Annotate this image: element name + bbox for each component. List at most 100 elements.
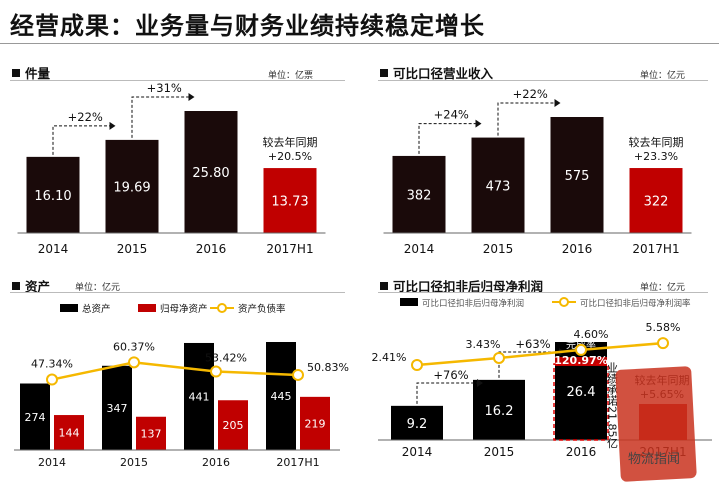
legend-total-assets-swatch — [60, 304, 78, 312]
data-label-2016: 575 — [565, 169, 590, 184]
title-divider — [0, 43, 719, 44]
bar-total-assets-2017H1 — [266, 342, 296, 450]
square-bullet-icon — [12, 282, 20, 290]
bar-profit-2014 — [391, 405, 443, 440]
data-label-profit-2016: 26.4 — [567, 385, 596, 400]
bar-2014 — [26, 156, 80, 233]
x-tick-label-2017H1: 2017H1 — [276, 456, 319, 469]
margin-marker-2016 — [575, 343, 587, 356]
panel-title-volume-text: 件量 — [25, 66, 51, 81]
data-label-total-assets-2014: 274 — [25, 411, 46, 424]
panel-title-profit-text: 可比口径扣非后归母净利润 — [393, 279, 544, 294]
completion-band — [555, 357, 607, 366]
debt-ratio-label-2014: 47.34% — [31, 358, 73, 371]
bar-total-assets-2014 — [20, 383, 50, 450]
growth-arrow-2014-2015 — [52, 125, 110, 155]
bar-2015 — [105, 139, 159, 233]
yoy-note-line2: +23.3% — [634, 150, 678, 163]
yoy-note-line2: +20.5% — [268, 150, 312, 163]
completion-value-label: 120.97% — [554, 354, 607, 367]
x-tick-label-2014: 2014 — [404, 242, 435, 256]
watermark-text: 物流指闻 — [628, 452, 681, 467]
data-label-2016: 25.80 — [192, 166, 229, 181]
yoy-note-line1: 较去年同期 — [629, 135, 684, 149]
bar-2017H1 — [263, 168, 317, 233]
growth-label-2015-2016: +63% — [515, 337, 550, 351]
growth-arrow-2015-2016 — [131, 96, 189, 138]
x-tick-label-2017H1: 2017H1 — [266, 242, 313, 256]
legend-net-assets-label: 归母净资产 — [160, 303, 208, 315]
data-label-net-assets-2014: 144 — [59, 427, 80, 440]
bar-net-assets-2014 — [54, 415, 84, 450]
arrow-head-icon — [475, 119, 482, 128]
margin-marker-2015 — [493, 351, 505, 364]
bar-2017H1 — [629, 168, 683, 233]
square-bullet-icon — [380, 282, 388, 290]
growth-label-2014-2015: +24% — [434, 108, 469, 122]
arrow-head-icon — [109, 121, 116, 130]
panel-title-revenue: 可比口径营业收入 — [380, 63, 493, 82]
yoy-note-line1: 较去年同期 — [263, 135, 318, 149]
panel-title-profit: 可比口径扣非后归母净利润 — [380, 276, 543, 295]
bar-total-assets-2015 — [102, 365, 132, 450]
x-tick-label-2014: 2014 — [38, 242, 69, 256]
data-label-2017H1: 13.73 — [271, 195, 308, 210]
data-label-2017H1: 322 — [644, 195, 669, 210]
bar-2015 — [471, 137, 525, 233]
growth-label-2014-2015: +76% — [433, 368, 468, 382]
bar-2016 — [184, 111, 238, 233]
page-title: 经营成果：业务量与财务业绩持续稳定增长 — [10, 12, 485, 40]
x-tick-label-2015: 2015 — [484, 445, 515, 459]
square-bullet-icon — [12, 69, 20, 77]
unit-label-volume: 单位：亿票 — [268, 71, 314, 81]
debt-ratio-marker-2015 — [128, 356, 140, 369]
data-label-net-assets-2015: 137 — [141, 427, 162, 440]
bar-net-assets-2016 — [218, 400, 248, 450]
margin-label-2016: 4.60% — [574, 328, 609, 341]
data-label-total-assets-2015: 347 — [107, 402, 128, 415]
data-label-2015: 19.69 — [113, 180, 150, 195]
x-tick-label-2015: 2015 — [120, 456, 148, 469]
unit-label-revenue: 单位：亿元 — [640, 71, 686, 81]
legend-total-assets-label: 总资产 — [82, 303, 111, 315]
debt-ratio-marker-2016 — [210, 365, 222, 378]
data-label-2014: 382 — [407, 188, 432, 203]
growth-label-2015-2016: +31% — [147, 81, 182, 95]
margin-label-2014: 2.41% — [372, 351, 407, 364]
x-tick-label-2014: 2014 — [38, 456, 66, 469]
debt-ratio-line — [51, 361, 299, 381]
data-label-profit-2014: 9.2 — [407, 417, 428, 432]
commitment-dashed-box — [553, 363, 609, 441]
data-label-profit-2015: 16.2 — [485, 404, 514, 419]
panel-title-assets: 资产 — [12, 276, 50, 295]
unit-label-profit: 单位：亿元 — [640, 283, 686, 293]
x-tick-label-2016: 2016 — [566, 445, 597, 459]
panel-title-revenue-text: 可比口径营业收入 — [393, 66, 494, 81]
data-label-2014: 16.10 — [34, 189, 71, 204]
arrow-head-icon — [477, 379, 483, 387]
legend-margin-label: 可比口径扣非后归母净利润率 — [580, 298, 691, 309]
x-tick-label-2017H1: 2017H1 — [632, 242, 679, 256]
data-label-total-assets-2017H1: 445 — [271, 390, 292, 403]
x-tick-label-2015: 2015 — [117, 242, 148, 256]
debt-ratio-label-2017H1: 50.83% — [307, 361, 349, 374]
x-tick-label-2014: 2014 — [402, 445, 433, 459]
data-label-net-assets-2017H1: 219 — [305, 417, 326, 430]
arrow-head-icon — [188, 93, 195, 101]
legend-debt-ratio-marker — [217, 303, 227, 313]
bar-2014 — [392, 155, 446, 233]
panel-title-volume: 件量 — [12, 63, 50, 82]
bar-net-assets-2017H1 — [300, 396, 330, 450]
unit-label-assets: 单位：亿元 — [75, 283, 121, 293]
bar-profit-2015 — [473, 379, 525, 440]
debt-ratio-marker-2017H1 — [292, 368, 304, 381]
panel-divider-volume — [10, 80, 345, 81]
square-bullet-icon — [380, 69, 388, 77]
x-tick-label-2016: 2016 — [196, 242, 227, 256]
debt-ratio-label-2015: 60.37% — [113, 340, 155, 353]
legend-net-assets-swatch — [138, 304, 156, 312]
growth-label-2015-2016: +22% — [513, 87, 548, 101]
panel-divider-revenue — [378, 80, 708, 81]
bar-total-assets-2016 — [184, 342, 214, 450]
